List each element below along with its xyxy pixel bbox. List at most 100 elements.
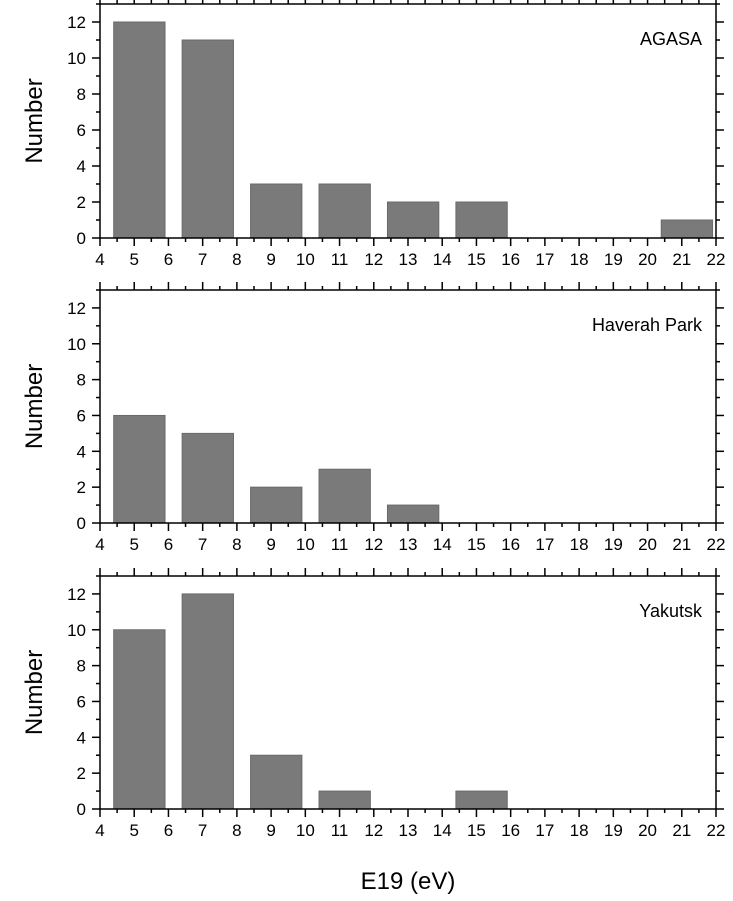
x-tick-label: 11 (331, 250, 349, 269)
y-tick-label: 8 (77, 371, 86, 390)
x-tick-label: 19 (604, 821, 623, 840)
panel-2: 4 5 6 7 8 9 10 11 12 13 14 15 16 17 18 19 20 21 22 0 2 4 6 8 10 1… (21, 282, 725, 554)
y-tick-label: 10 (67, 49, 86, 68)
x-tick-label: 5 (129, 250, 138, 269)
bar (318, 468, 371, 524)
x-tick-label: 9 (266, 535, 275, 554)
bar (181, 39, 234, 239)
y-axis-title: Number (21, 364, 48, 449)
x-tick-label: 9 (266, 821, 275, 840)
x-tick-label: 12 (364, 250, 383, 269)
x-tick-label: 14 (433, 535, 452, 554)
x-tick-label: 17 (535, 250, 554, 269)
x-tick-label: 8 (232, 250, 241, 269)
x-tick-label: 16 (501, 535, 520, 554)
x-tick-label: 15 (467, 821, 486, 840)
x-tick-label: 18 (570, 821, 589, 840)
y-tick-label: 8 (77, 657, 86, 676)
x-tick-label: 22 (707, 821, 726, 840)
y-tick-label: 10 (67, 621, 86, 640)
y-tick-label: 4 (77, 728, 86, 747)
panel-label: Haverah Park (592, 315, 703, 335)
x-tick-label: 6 (164, 250, 173, 269)
x-axis-title: E19 (eV) (361, 868, 456, 895)
x-tick-label: 18 (570, 535, 589, 554)
x-tick-label: 22 (707, 250, 726, 269)
bar (250, 183, 303, 239)
x-tick-label: 17 (535, 535, 554, 554)
x-tick-label: 22 (707, 535, 726, 554)
y-tick-label: 12 (67, 13, 86, 32)
x-tick-label: 16 (501, 250, 520, 269)
x-tick-label: 10 (296, 250, 315, 269)
y-tick-label: 12 (67, 299, 86, 318)
y-tick-label: 12 (67, 585, 86, 604)
x-tick-label: 12 (364, 535, 383, 554)
y-tick-label: 8 (77, 85, 86, 104)
bar (181, 593, 234, 810)
x-tick-label: 20 (638, 535, 657, 554)
bar (386, 201, 440, 239)
panel-label: Yakutsk (639, 601, 703, 621)
y-axis-title: Number (21, 78, 48, 163)
bar (455, 790, 508, 810)
bar (250, 754, 303, 810)
bar (455, 201, 508, 239)
x-tick-label: 5 (129, 535, 138, 554)
x-tick-label: 13 (399, 535, 418, 554)
panel-1: 4 5 6 7 8 9 10 11 12 13 14 15 16 17 18 19 20 21 22 0 2 4 6 8 10 1… (21, 0, 725, 269)
x-tick-label: 6 (164, 821, 173, 840)
x-tick-label: 12 (364, 821, 383, 840)
y-tick-label: 0 (77, 514, 86, 533)
y-tick-label: 0 (77, 229, 86, 248)
x-tick-label: 10 (296, 535, 315, 554)
x-tick-label: 10 (296, 821, 315, 840)
bar (318, 183, 371, 239)
x-tick-label: 16 (501, 821, 520, 840)
y-tick-label: 4 (77, 442, 86, 461)
bar (386, 504, 440, 524)
x-tick-label: 13 (399, 250, 418, 269)
panel-label: AGASA (640, 29, 702, 49)
x-tick-label: 15 (467, 250, 486, 269)
x-tick-label: 18 (570, 250, 589, 269)
x-tick-label: 4 (95, 821, 104, 840)
x-tick-label: 19 (604, 250, 623, 269)
x-tick-label: 14 (433, 821, 452, 840)
x-tick-label: 9 (266, 250, 275, 269)
x-tick-label: 20 (638, 250, 657, 269)
x-tick-label: 8 (232, 821, 241, 840)
y-tick-label: 2 (77, 193, 86, 212)
y-axis-title: Number (21, 650, 48, 735)
panel-3: 4 5 6 7 8 9 10 11 12 13 14 15 16 17 18 19 20 21 22 0 2 4 6 8 10 1… (21, 568, 725, 895)
x-tick-label: 11 (331, 535, 349, 554)
x-tick-label: 13 (399, 821, 418, 840)
y-tick-label: 6 (77, 406, 86, 425)
x-tick-label: 17 (535, 821, 554, 840)
bar (181, 432, 234, 524)
x-tick-label: 7 (198, 535, 207, 554)
x-tick-label: 6 (164, 535, 173, 554)
x-tick-label: 14 (433, 250, 452, 269)
x-tick-label: 21 (672, 250, 691, 269)
y-tick-label: 0 (77, 800, 86, 819)
y-tick-label: 10 (67, 335, 86, 354)
y-tick-label: 2 (77, 478, 86, 497)
x-tick-label: 15 (467, 535, 486, 554)
x-tick-label: 4 (95, 535, 104, 554)
x-tick-label: 4 (95, 250, 104, 269)
bar (250, 486, 303, 524)
x-tick-label: 19 (604, 535, 623, 554)
y-tick-label: 4 (77, 157, 86, 176)
x-tick-label: 8 (232, 535, 241, 554)
y-tick-label: 6 (77, 121, 86, 140)
x-tick-label: 7 (198, 250, 207, 269)
bar (113, 21, 166, 239)
bar (318, 790, 371, 810)
bar (113, 629, 166, 810)
x-tick-label: 11 (331, 821, 349, 840)
x-tick-label: 20 (638, 821, 657, 840)
x-tick-label: 5 (129, 821, 138, 840)
